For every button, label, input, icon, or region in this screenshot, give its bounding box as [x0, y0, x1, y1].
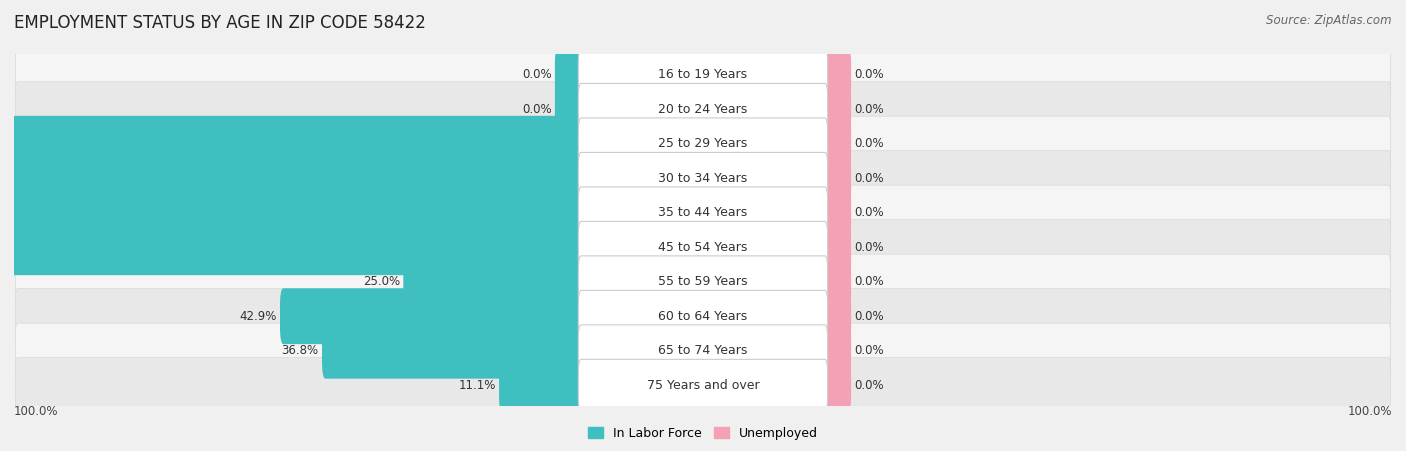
FancyBboxPatch shape [824, 323, 851, 379]
Text: 42.9%: 42.9% [239, 310, 277, 323]
Text: 0.0%: 0.0% [855, 310, 884, 323]
Text: 25.0%: 25.0% [363, 275, 399, 288]
Text: Source: ZipAtlas.com: Source: ZipAtlas.com [1267, 14, 1392, 27]
FancyBboxPatch shape [0, 185, 582, 241]
Text: 36.8%: 36.8% [281, 344, 319, 357]
FancyBboxPatch shape [824, 357, 851, 413]
FancyBboxPatch shape [322, 323, 582, 379]
FancyBboxPatch shape [0, 219, 582, 275]
Text: 60 to 64 Years: 60 to 64 Years [658, 310, 748, 323]
Text: 0.0%: 0.0% [855, 241, 884, 254]
Text: 16 to 19 Years: 16 to 19 Years [658, 68, 748, 81]
Text: 20 to 24 Years: 20 to 24 Years [658, 103, 748, 116]
FancyBboxPatch shape [578, 290, 828, 342]
Text: 0.0%: 0.0% [855, 172, 884, 185]
FancyBboxPatch shape [0, 116, 582, 172]
Text: 0.0%: 0.0% [855, 379, 884, 392]
FancyBboxPatch shape [15, 358, 1391, 413]
FancyBboxPatch shape [824, 219, 851, 275]
FancyBboxPatch shape [578, 187, 828, 239]
FancyBboxPatch shape [555, 47, 582, 103]
FancyBboxPatch shape [578, 118, 828, 170]
FancyBboxPatch shape [15, 185, 1391, 240]
FancyBboxPatch shape [15, 254, 1391, 309]
Text: 0.0%: 0.0% [855, 206, 884, 219]
FancyBboxPatch shape [824, 150, 851, 206]
FancyBboxPatch shape [15, 116, 1391, 171]
FancyBboxPatch shape [499, 357, 582, 413]
FancyBboxPatch shape [824, 81, 851, 137]
FancyBboxPatch shape [15, 323, 1391, 378]
Text: 0.0%: 0.0% [855, 68, 884, 81]
FancyBboxPatch shape [15, 82, 1391, 137]
Text: 11.1%: 11.1% [458, 379, 496, 392]
FancyBboxPatch shape [578, 152, 828, 204]
FancyBboxPatch shape [578, 49, 828, 101]
Text: 100.0%: 100.0% [1347, 405, 1392, 418]
FancyBboxPatch shape [578, 256, 828, 308]
Text: 75 Years and over: 75 Years and over [647, 379, 759, 392]
Text: 0.0%: 0.0% [855, 344, 884, 357]
Text: 55 to 59 Years: 55 to 59 Years [658, 275, 748, 288]
Text: 0.0%: 0.0% [522, 68, 551, 81]
FancyBboxPatch shape [824, 288, 851, 344]
FancyBboxPatch shape [824, 116, 851, 172]
Text: 35 to 44 Years: 35 to 44 Years [658, 206, 748, 219]
FancyBboxPatch shape [824, 254, 851, 310]
Text: 45 to 54 Years: 45 to 54 Years [658, 241, 748, 254]
FancyBboxPatch shape [15, 289, 1391, 344]
FancyBboxPatch shape [824, 47, 851, 103]
FancyBboxPatch shape [578, 359, 828, 411]
Text: 0.0%: 0.0% [855, 103, 884, 116]
Text: 100.0%: 100.0% [14, 405, 59, 418]
FancyBboxPatch shape [578, 325, 828, 377]
FancyBboxPatch shape [280, 288, 582, 344]
FancyBboxPatch shape [555, 81, 582, 137]
Text: 0.0%: 0.0% [855, 137, 884, 150]
FancyBboxPatch shape [0, 150, 582, 206]
FancyBboxPatch shape [15, 220, 1391, 275]
Legend: In Labor Force, Unemployed: In Labor Force, Unemployed [588, 427, 818, 440]
FancyBboxPatch shape [578, 221, 828, 273]
FancyBboxPatch shape [404, 254, 582, 310]
Text: EMPLOYMENT STATUS BY AGE IN ZIP CODE 58422: EMPLOYMENT STATUS BY AGE IN ZIP CODE 584… [14, 14, 426, 32]
Text: 30 to 34 Years: 30 to 34 Years [658, 172, 748, 185]
FancyBboxPatch shape [824, 185, 851, 241]
FancyBboxPatch shape [578, 83, 828, 135]
Text: 25 to 29 Years: 25 to 29 Years [658, 137, 748, 150]
FancyBboxPatch shape [15, 151, 1391, 206]
Text: 0.0%: 0.0% [522, 103, 551, 116]
Text: 0.0%: 0.0% [855, 275, 884, 288]
Text: 65 to 74 Years: 65 to 74 Years [658, 344, 748, 357]
FancyBboxPatch shape [15, 47, 1391, 102]
